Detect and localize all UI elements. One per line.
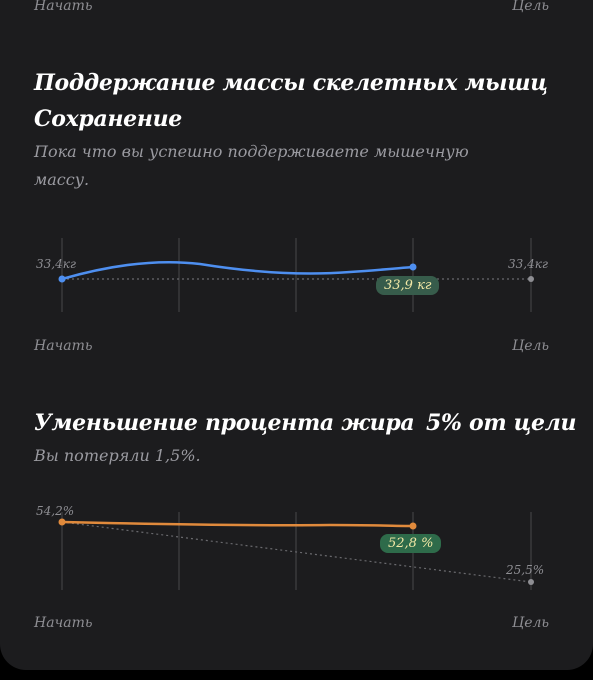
muscle-axis-goal: Цель [512,338,550,354]
muscle-description-line1: Пока что вы успешно поддерживаете мышечн… [34,142,469,161]
top-axis-start-label: Начать [34,0,93,14]
fat-title: Уменьшение процента жира [34,410,415,436]
fat-description: Вы потеряли 1,5%. [34,446,201,465]
fat-goal-value: 25,5% [506,563,545,577]
fat-start-value: 54,2% [36,504,75,518]
fat-progress-line [61,520,414,528]
muscle-axis-start: Начать [34,338,93,354]
muscle-status: Сохранение [34,106,183,132]
muscle-title: Поддержание массы скелетных мышц [34,70,548,96]
fat-current-point [409,522,417,530]
muscle-current-badge: 33,9 кг [376,276,440,295]
muscle-description-line2: массу. [34,170,90,189]
fat-axis-goal: Цель [512,615,550,631]
muscle-start-point [58,275,66,283]
muscle-goal-value: 33,4кг [508,257,548,271]
muscle-start-value: 33,4кг [36,257,76,271]
fat-start-point [58,518,66,526]
muscle-goal-point [528,276,534,282]
top-axis-goal-label: Цель [512,0,550,14]
fat-current-badge: 52,8 % [380,534,442,553]
fat-target-line [61,521,532,583]
fat-goal-progress: 5% от цели [426,410,577,436]
muscle-current-point [409,263,417,271]
fat-goal-point [528,579,534,585]
muscle-progress-line [61,261,414,281]
fat-axis-start: Начать [34,615,93,631]
